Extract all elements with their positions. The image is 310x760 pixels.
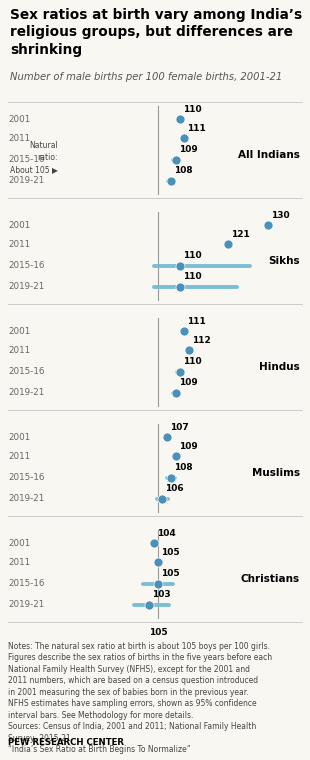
Text: 2019-21: 2019-21 [8, 176, 44, 185]
Text: 104: 104 [157, 529, 175, 538]
Text: 2015-16: 2015-16 [8, 155, 44, 164]
Text: Hindus: Hindus [259, 362, 300, 372]
Text: 109: 109 [179, 378, 197, 387]
Text: 110: 110 [183, 357, 202, 366]
Text: 110: 110 [183, 251, 202, 260]
Text: 105: 105 [149, 628, 167, 637]
Text: 2011: 2011 [8, 134, 30, 143]
Text: 2019-21: 2019-21 [8, 600, 44, 610]
Text: 109: 109 [179, 442, 197, 451]
Text: Notes: The natural sex ratio at birth is about 105 boys per 100 girls.
Figures d: Notes: The natural sex ratio at birth is… [8, 642, 272, 754]
Text: 111: 111 [188, 124, 206, 133]
Text: 2019-21: 2019-21 [8, 494, 44, 503]
Text: 108: 108 [174, 463, 193, 472]
Text: 2011: 2011 [8, 452, 30, 461]
Text: 2001: 2001 [8, 115, 30, 124]
Text: 103: 103 [152, 591, 171, 599]
Text: 105: 105 [161, 548, 179, 557]
Text: 2001: 2001 [8, 539, 30, 548]
Text: 107: 107 [170, 423, 188, 432]
Text: 2019-21: 2019-21 [8, 282, 44, 291]
Text: 2011: 2011 [8, 558, 30, 567]
Text: 130: 130 [271, 211, 290, 220]
Text: 106: 106 [166, 484, 184, 493]
Text: 112: 112 [192, 336, 210, 345]
Text: Muslims: Muslims [252, 468, 300, 478]
Text: 2001: 2001 [8, 327, 30, 336]
Text: 110: 110 [183, 105, 202, 114]
Text: 2011: 2011 [8, 240, 30, 249]
Text: 2011: 2011 [8, 346, 30, 355]
Text: Natural
ratio:
About 105 ▶: Natural ratio: About 105 ▶ [10, 141, 58, 174]
Text: PEW RESEARCH CENTER: PEW RESEARCH CENTER [8, 738, 124, 747]
Text: 108: 108 [174, 166, 193, 176]
Text: All Indians: All Indians [238, 150, 300, 160]
Text: Sex ratios at birth vary among India’s
religious groups, but differences are
shr: Sex ratios at birth vary among India’s r… [10, 8, 302, 56]
Text: 110: 110 [183, 272, 202, 281]
Text: 2001: 2001 [8, 221, 30, 230]
Text: 121: 121 [231, 230, 250, 239]
Text: 111: 111 [188, 317, 206, 326]
Text: 2015-16: 2015-16 [8, 579, 44, 588]
Text: Christians: Christians [241, 574, 300, 584]
Text: 105: 105 [161, 569, 179, 578]
Text: 2001: 2001 [8, 432, 30, 442]
Text: 2019-21: 2019-21 [8, 388, 44, 397]
Text: 109: 109 [179, 145, 197, 154]
Text: 2015-16: 2015-16 [8, 367, 44, 376]
Text: Number of male births per 100 female births, 2001-21: Number of male births per 100 female bir… [10, 72, 282, 82]
Text: 2015-16: 2015-16 [8, 261, 44, 270]
Text: Sikhs: Sikhs [268, 256, 300, 266]
Text: 2015-16: 2015-16 [8, 473, 44, 482]
